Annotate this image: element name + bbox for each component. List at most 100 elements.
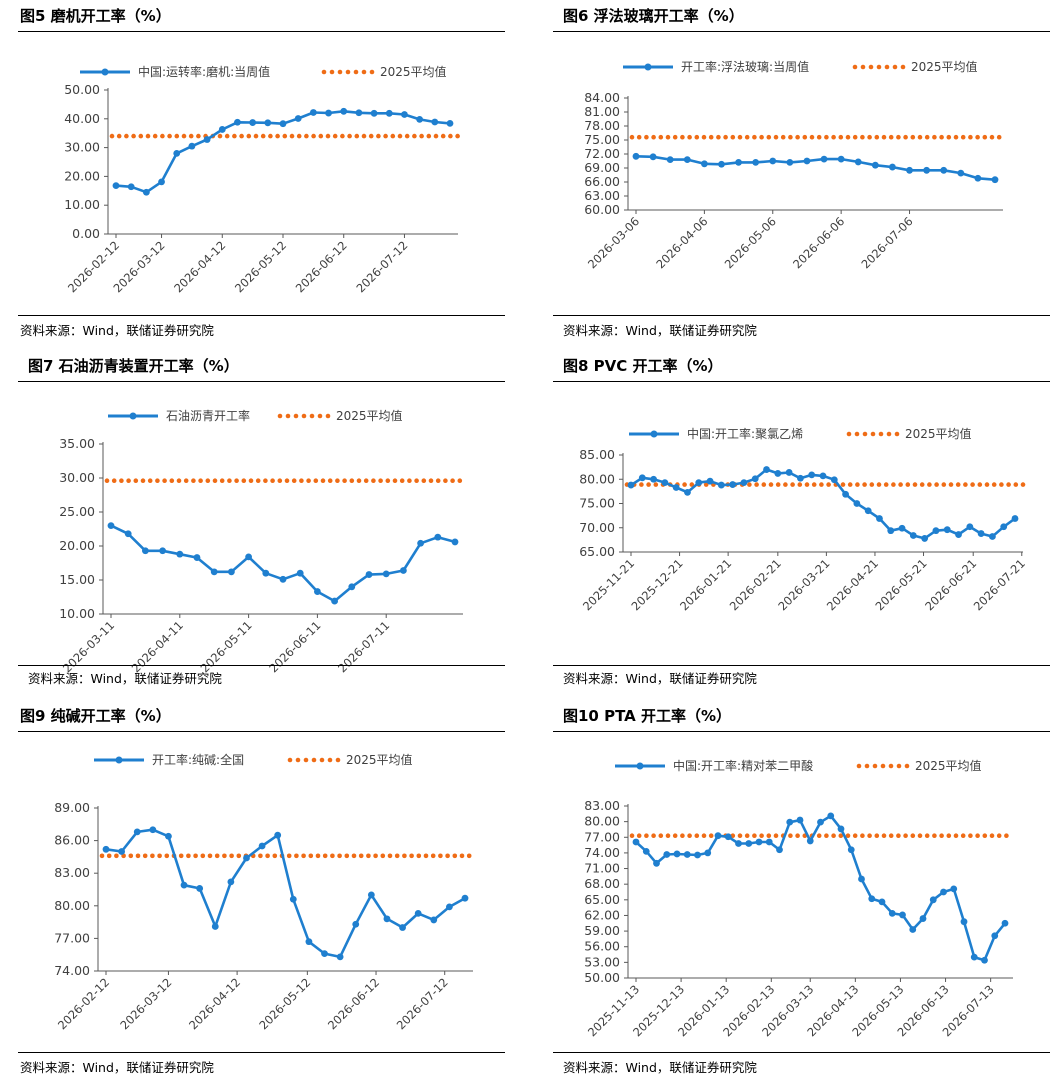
data-point [274, 831, 282, 839]
avg-dot [687, 134, 692, 140]
avg-dot [253, 133, 259, 139]
avg-dot [975, 134, 980, 140]
chart-svg: 中国:开工率:精对苯二甲酸 2025平均值 50.0053.0056.0059.00… [584, 758, 1013, 1039]
data-point [434, 533, 442, 541]
avg-dot [773, 134, 779, 140]
avg-dot [176, 478, 182, 484]
avg-dot [169, 478, 175, 484]
avg-dot [989, 833, 995, 839]
avg-dot [272, 853, 278, 859]
avg-dot [162, 478, 167, 484]
avg-dot [416, 853, 422, 859]
data-point [352, 920, 360, 928]
data-point [118, 848, 126, 855]
avg-dot [672, 833, 678, 839]
avg-dot [960, 134, 966, 140]
avg-dot [860, 134, 865, 140]
avg-dot [754, 482, 759, 487]
avg-dot [860, 833, 865, 839]
avg-dot [193, 853, 198, 859]
avg-dot [867, 134, 872, 140]
avg-dot [157, 853, 162, 859]
avg-dot [999, 482, 1004, 487]
data-point [414, 910, 422, 917]
avg-dot [404, 133, 410, 139]
avg-dot [968, 134, 973, 140]
avg-dot [322, 853, 328, 859]
avg-dot [315, 853, 321, 859]
legend-series-marker [644, 63, 652, 71]
avg-dot [344, 853, 350, 859]
data-point [228, 568, 235, 576]
data-point [929, 896, 937, 904]
legend-avg-dot [872, 763, 878, 769]
data-point [751, 475, 759, 483]
x-tick-label: 2026-02-12 [55, 975, 112, 1032]
avg-dot [941, 482, 947, 487]
legend-avg-label: 2025平均值 [915, 758, 982, 773]
avg-dot [219, 478, 225, 484]
data-point [218, 126, 226, 133]
avg-dot [855, 482, 860, 487]
data-point [786, 818, 794, 826]
avg-dot [845, 833, 851, 839]
data-point [142, 547, 149, 555]
avg-dot [124, 133, 129, 139]
avg-dot [636, 833, 642, 839]
avg-dot [708, 134, 714, 140]
y-tick-label: 83.00 [584, 798, 620, 813]
data-point [262, 569, 270, 577]
data-point [249, 119, 257, 126]
legend-avg-dot [317, 413, 323, 419]
chart-panel-p6: 图6 浮法玻璃开工率（%） 开工率:浮法玻璃:当周值 2025平均值 60.00 63… [553, 0, 1050, 340]
avg-dot [246, 133, 252, 139]
avg-dot [131, 133, 136, 139]
avg-dot [270, 478, 275, 484]
title-divider [553, 731, 1050, 732]
avg-line [104, 478, 463, 484]
avg-dot [119, 478, 124, 484]
x-tick-label: 2026-04-11 [129, 618, 186, 675]
data-point [889, 163, 896, 171]
avg-dot [106, 853, 112, 859]
avg-dot [308, 853, 314, 859]
chart-title: 图6 浮法玻璃开工率（%） [563, 7, 744, 25]
data-point [158, 178, 165, 186]
data-point [1000, 523, 1008, 531]
legend-avg-dot [896, 763, 902, 769]
x-tick-label: 2026-06-06 [790, 214, 847, 271]
x-tick-label: 2026-05-06 [722, 214, 779, 271]
data-point [234, 118, 241, 126]
avg-dot [694, 134, 700, 140]
data-point [638, 474, 646, 482]
data-point [898, 524, 906, 532]
avg-dot [155, 478, 160, 484]
data-point [367, 891, 375, 899]
x-tick-label: 2026-05-12 [256, 975, 313, 1032]
avg-dot [212, 478, 218, 484]
avg-dot [651, 833, 656, 839]
avg-dot [363, 478, 369, 484]
data-point [878, 898, 886, 906]
data-point [336, 953, 344, 961]
avg-dot [347, 133, 352, 139]
data-point [871, 161, 879, 169]
data-point [940, 888, 947, 896]
data-point [858, 875, 865, 883]
avg-dot [752, 134, 757, 140]
avg-dot [145, 133, 151, 139]
data-point [193, 554, 201, 561]
avg-dot [263, 478, 268, 484]
data-point [888, 909, 896, 917]
x-tick-label: 2026-07-21 [971, 556, 1028, 613]
avg-dot [150, 853, 155, 859]
avg-dot [924, 833, 930, 839]
avg-dot [448, 133, 453, 139]
y-tick-label: 65.00 [579, 544, 615, 559]
avg-dot [1004, 833, 1009, 839]
x-tick-label: 2026-05-21 [872, 556, 929, 613]
avg-line [629, 833, 1009, 839]
chart-title: 图5 磨机开工率（%） [20, 7, 171, 25]
data-point [970, 953, 978, 961]
y-tick-label: 75.00 [579, 496, 615, 511]
